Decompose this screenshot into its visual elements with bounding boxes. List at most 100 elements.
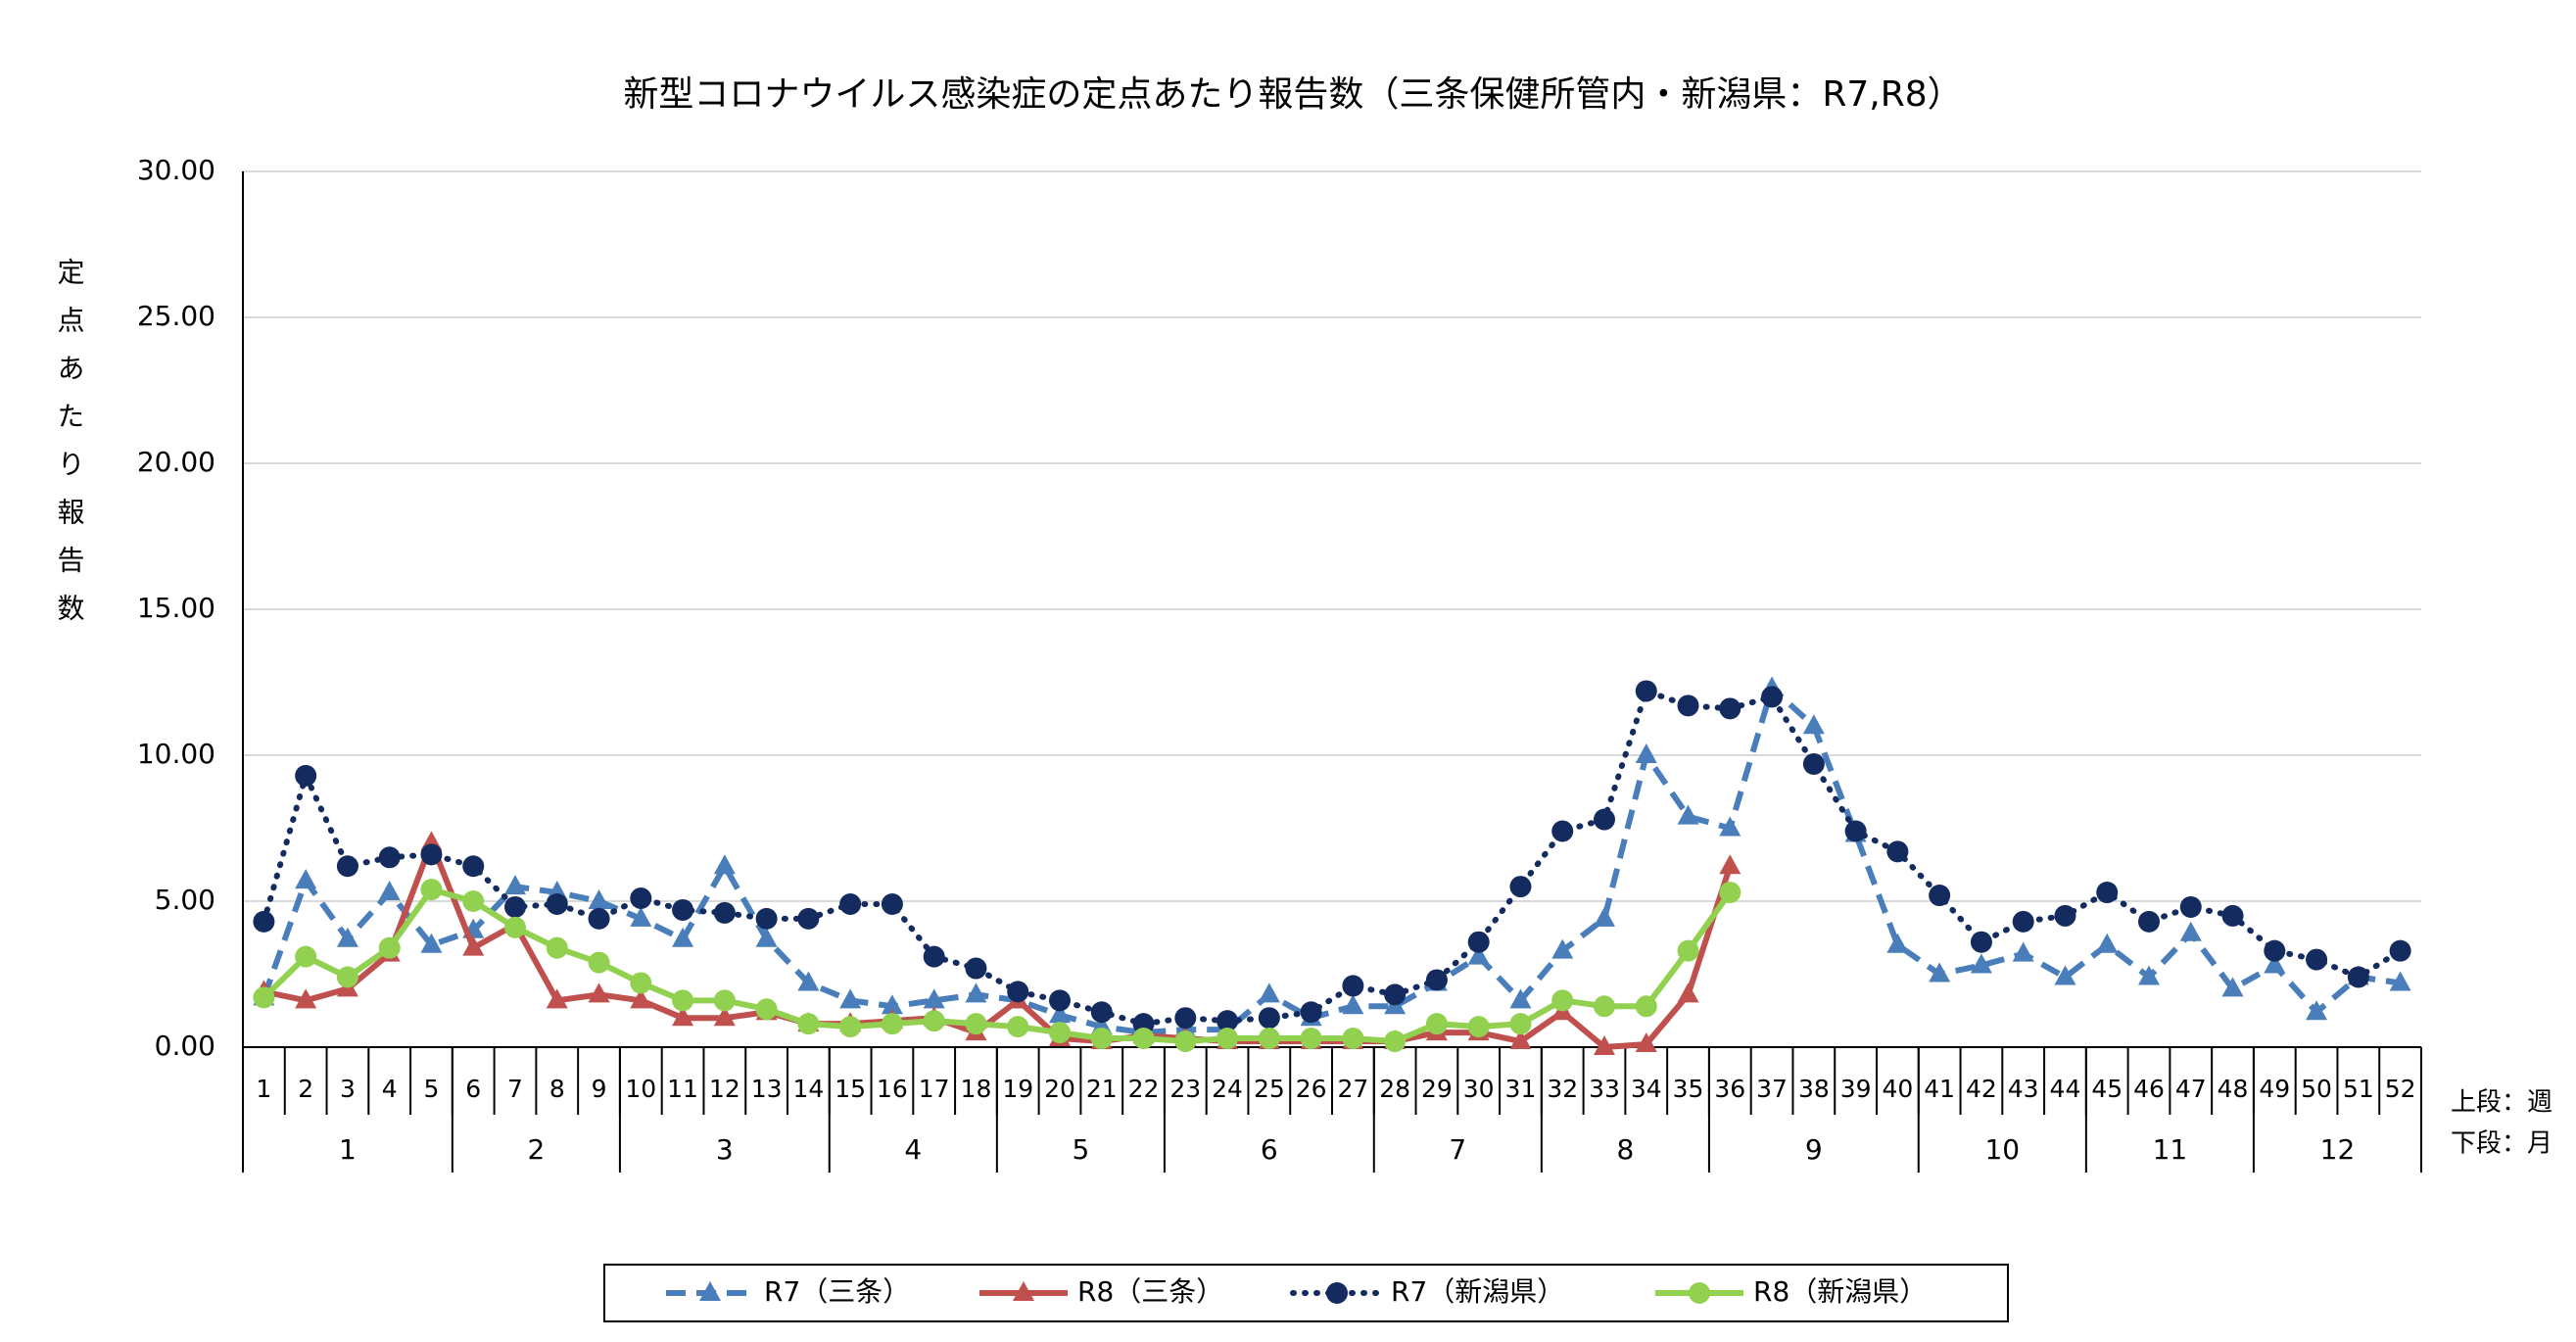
marker: [2054, 904, 2076, 927]
x-tick-label: 16: [877, 1075, 908, 1103]
marker: [420, 879, 443, 901]
marker: [2347, 966, 2369, 988]
x-tick-label: 28: [1379, 1075, 1410, 1103]
marker: [1090, 1028, 1113, 1050]
month-label: 11: [2153, 1133, 2188, 1166]
y-tick-label: 10.00: [137, 738, 215, 770]
x-tick-label: 44: [2050, 1075, 2081, 1103]
marker: [2221, 977, 2244, 997]
x-tick-label: 45: [2091, 1075, 2123, 1103]
marker: [546, 988, 568, 1009]
marker: [1594, 1035, 1615, 1055]
month-label: 7: [1449, 1133, 1466, 1166]
marker: [420, 843, 443, 866]
marker: [1384, 983, 1407, 1006]
marker: [336, 966, 358, 988]
x-tick-label: 17: [919, 1075, 950, 1103]
x-tick-label: 36: [1714, 1075, 1745, 1103]
x-tick-label: 51: [2343, 1075, 2374, 1103]
marker: [672, 1006, 694, 1027]
marker: [1551, 820, 1574, 842]
marker: [1258, 983, 1280, 1003]
marker: [1761, 686, 1784, 708]
legend-box: [603, 1264, 2009, 1322]
marker: [1677, 983, 1699, 1003]
marker: [965, 1013, 987, 1035]
marker: [965, 957, 987, 980]
marker: [378, 846, 401, 869]
marker: [839, 988, 862, 1009]
marker: [2012, 910, 2034, 933]
marker: [2138, 910, 2160, 933]
month-label: 8: [1616, 1133, 1634, 1166]
marker: [1509, 988, 1532, 1009]
marker: [1467, 931, 1490, 953]
marker: [1802, 714, 1825, 735]
x-tick-label: 4: [382, 1075, 398, 1103]
marker: [2096, 933, 2119, 953]
x-tick-label: 23: [1169, 1075, 1201, 1103]
marker: [462, 855, 485, 878]
marker: [1132, 1028, 1155, 1050]
legend-marker: [699, 1281, 721, 1301]
marker: [420, 933, 443, 953]
month-label: 2: [527, 1133, 545, 1166]
marker: [1677, 695, 1699, 717]
marker: [797, 1013, 820, 1035]
legend-label: R8（新潟県）: [1753, 1275, 1927, 1308]
marker: [1594, 906, 1615, 927]
legend-marker: [1689, 1282, 1710, 1304]
x-tick-label: 5: [424, 1075, 440, 1103]
marker: [546, 892, 568, 915]
x-tick-label: 48: [2218, 1075, 2249, 1103]
marker: [295, 988, 317, 1009]
marker: [504, 895, 526, 918]
marker: [462, 890, 485, 912]
marker: [965, 983, 987, 1003]
y-tick-label: 25.00: [137, 300, 215, 332]
marker: [1844, 820, 1867, 842]
marker: [923, 1010, 945, 1032]
y-tick-label: 15.00: [137, 592, 215, 624]
series: [253, 676, 2411, 1041]
marker: [1551, 989, 1574, 1012]
x-tick-label: 26: [1296, 1075, 1327, 1103]
x-tick-label: 43: [2008, 1075, 2039, 1103]
marker: [2138, 965, 2160, 985]
marker: [2264, 953, 2286, 974]
marker: [1300, 1028, 1322, 1050]
marker: [755, 907, 778, 930]
x-tick-label: 33: [1589, 1075, 1620, 1103]
marker: [630, 906, 652, 927]
marker: [713, 989, 736, 1012]
marker: [504, 916, 526, 938]
legend-marker: [1013, 1281, 1034, 1301]
y-tick-label: 30.00: [137, 154, 215, 186]
marker: [504, 875, 526, 895]
month-label: 3: [716, 1133, 734, 1166]
marker: [881, 1013, 903, 1035]
marker: [1007, 1016, 1029, 1038]
marker: [253, 986, 275, 1009]
x-tick-label: 34: [1631, 1075, 1662, 1103]
x-tick-label: 39: [1840, 1075, 1872, 1103]
series-line: [262, 839, 1734, 1050]
marker: [1635, 1032, 1657, 1053]
marker: [1509, 1030, 1532, 1050]
marker: [2306, 948, 2328, 971]
month-label: 1: [339, 1133, 357, 1166]
marker: [1886, 933, 1909, 953]
marker: [1886, 840, 1909, 863]
marker: [1970, 953, 1992, 974]
marker: [672, 898, 694, 921]
marker: [378, 936, 401, 959]
marker: [1594, 995, 1615, 1018]
marker: [1216, 1028, 1239, 1050]
y-axis-label: 定点あたり報告数: [54, 258, 86, 642]
month-label: 4: [904, 1133, 922, 1166]
marker: [797, 907, 820, 930]
x-tick-label: 29: [1421, 1075, 1453, 1103]
marker: [1049, 1022, 1071, 1044]
marker: [630, 887, 652, 910]
